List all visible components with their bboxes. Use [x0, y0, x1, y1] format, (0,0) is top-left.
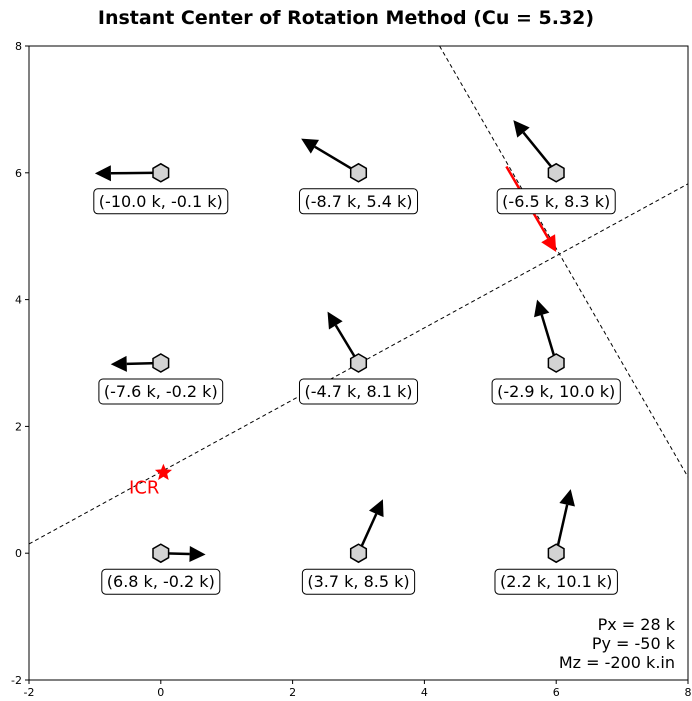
y-tick-label: 2: [15, 420, 22, 433]
bolt-force-label: (2.2 k, 10.1 k): [494, 568, 618, 595]
bolt-force-label-text: (3.7 k, 8.5 k): [307, 572, 409, 591]
bolt-force-label-text: (-4.7 k, 8.1 k): [304, 382, 412, 401]
bolt-force-label: (-8.7 k, 5.4 k): [298, 188, 419, 215]
x-tick-label: 4: [421, 686, 428, 699]
bolt-force-label: (3.7 k, 8.5 k): [301, 568, 416, 595]
bolt-force-label: (6.8 k, -0.2 k): [101, 568, 221, 595]
bolt-force-label-text: (-8.7 k, 5.4 k): [304, 192, 412, 211]
bolt-force-arrow: [554, 489, 575, 554]
chart-title: Instant Center of Rotation Method (Cu = …: [98, 7, 594, 29]
dashed-reference-line: [439, 46, 688, 478]
bolt-force-arrow: [513, 120, 558, 174]
y-tick-label: 8: [15, 40, 22, 53]
bolt-force-label: (-7.6 k, -0.2 k): [98, 378, 224, 405]
bolt-force-label: (-4.7 k, 8.1 k): [298, 378, 419, 405]
y-tick-label: 4: [15, 294, 22, 307]
dashed-reference-line: [29, 183, 688, 545]
bolt-hexagon-marker: [349, 353, 368, 373]
x-tick-label: 8: [685, 686, 692, 699]
bolt-force-arrow: [357, 499, 384, 554]
x-tick-label: -2: [24, 686, 35, 699]
bolt-force-label-text: (-6.5 k, 8.3 k): [502, 192, 610, 211]
bolt-force-label: (-6.5 k, 8.3 k): [496, 188, 616, 215]
bolt-force-label-text: (-7.6 k, -0.2 k): [104, 382, 218, 401]
icr-star-marker: [154, 463, 172, 480]
icr-label: ICR: [129, 478, 159, 499]
bolt-force-label: (-2.9 k, 10.0 k): [491, 378, 621, 405]
x-tick-label: 2: [289, 686, 296, 699]
bolt-force-arrow: [327, 311, 360, 364]
y-tick-label: 6: [15, 167, 22, 180]
applied-load-text: Px = 28 kPy = -50 kMz = -200 k.in: [559, 615, 676, 672]
icr-and-load-layer: ICR: [129, 463, 172, 499]
bolt-force-arrow: [301, 138, 360, 174]
bolt-hexagon-marker: [152, 162, 170, 183]
plot-area-frame: [28, 45, 689, 681]
bolt-hexagon-marker: [547, 162, 565, 183]
bolt-labels-layer: (-10.0 k, -0.1 k) (-8.7 k, 5.4 k) (-6.5 k,…: [93, 188, 621, 595]
bolt-hexagon-marker: [152, 353, 170, 373]
bolt-force-arrow: [534, 299, 558, 364]
bolt-force-label-text: (-10.0 k, -0.1 k): [99, 192, 223, 211]
bolt-force-label-text: (-2.9 k, 10.0 k): [497, 382, 615, 401]
x-tick-label: 0: [157, 686, 164, 699]
y-tick-label: -2: [11, 674, 22, 687]
bolt-force-arrows-layer: [94, 120, 575, 563]
bolts-layer: [152, 162, 565, 564]
axes-layer: -2 0 2 4 6 8 -2 0 2 4 6 8: [11, 40, 691, 699]
y-tick-label: 0: [15, 547, 22, 560]
bolt-hexagon-marker: [349, 543, 368, 564]
bolt-hexagon-marker: [349, 162, 368, 183]
load-text-line: Py = -50 k: [592, 634, 676, 653]
load-text-line: Px = 28 k: [598, 615, 676, 634]
x-tick-label: 6: [553, 686, 560, 699]
bolt-force-label-text: (6.8 k, -0.2 k): [107, 572, 215, 591]
bolt-force-label: (-10.0 k, -0.1 k): [93, 188, 229, 215]
bolt-hexagon-marker: [547, 353, 565, 373]
bolt-force-arrow: [94, 165, 161, 182]
load-text-line: Mz = -200 k.in: [559, 653, 675, 672]
bolt-force-label-text: (2.2 k, 10.1 k): [500, 572, 612, 591]
bolt-hexagon-marker: [547, 543, 565, 564]
dashed-lines-layer: [29, 46, 688, 545]
bolt-hexagon-marker: [152, 543, 170, 564]
